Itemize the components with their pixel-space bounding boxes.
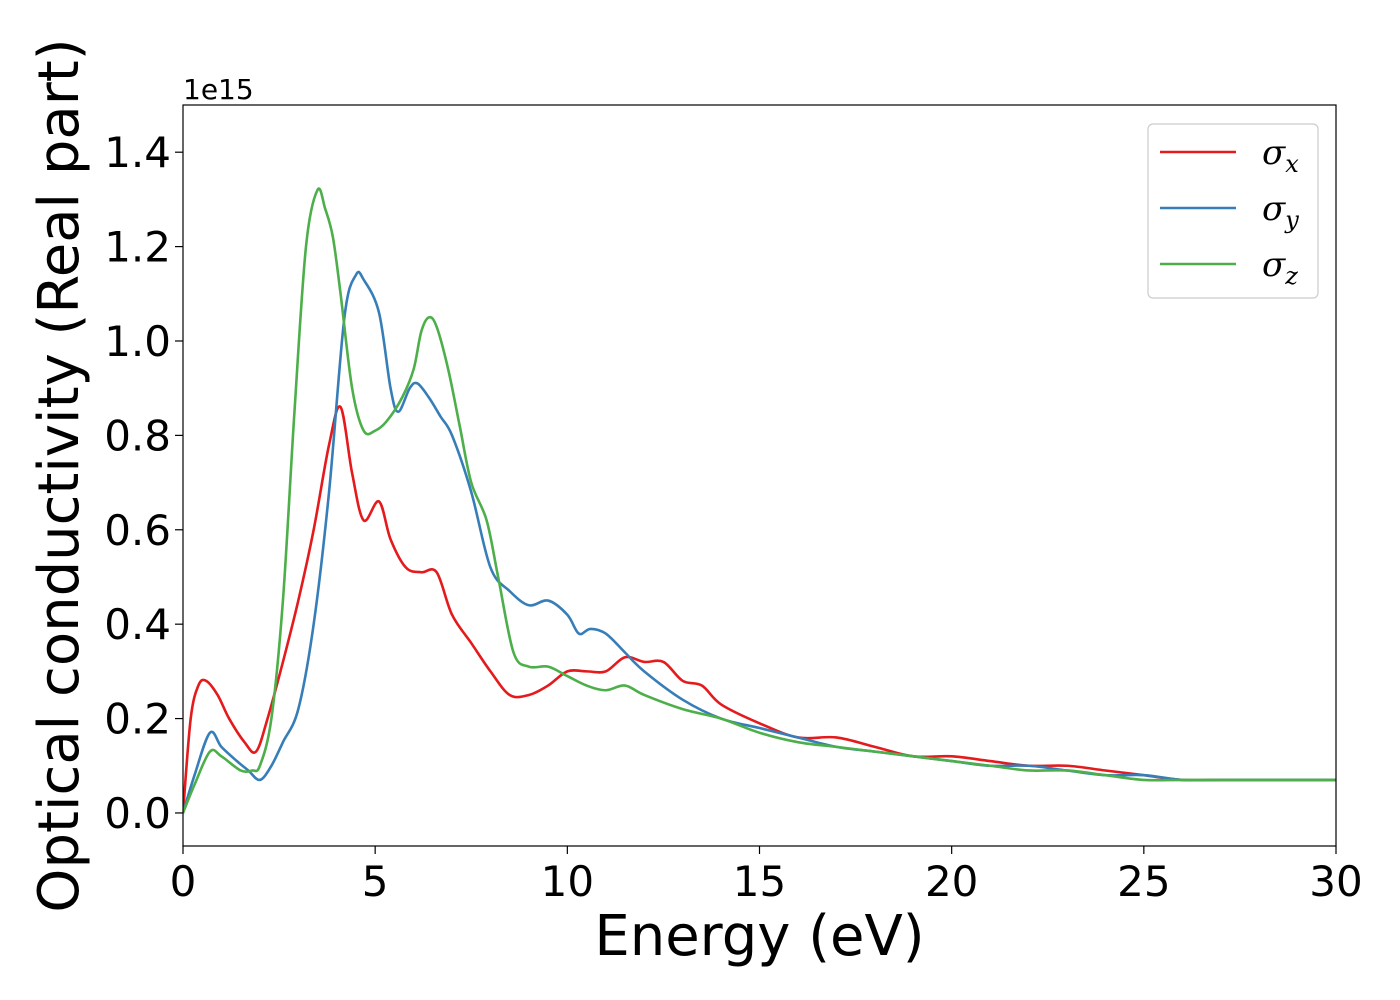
y-tick-label: 0.4 xyxy=(104,600,171,649)
y-tick-label: 0.8 xyxy=(104,411,171,460)
y-tick-label: 1.2 xyxy=(104,223,171,272)
legend-box xyxy=(1147,123,1319,299)
x-axis-ticks: 0 5 10 15 20 25 30 xyxy=(170,846,1363,906)
x-tick-label: 30 xyxy=(1309,857,1362,906)
y-axis-title: Optical conductivity (Real part) xyxy=(27,38,92,912)
series-line-x xyxy=(183,405,1336,814)
legend: σx σy σz xyxy=(1147,123,1319,299)
legend-label-z: σz xyxy=(1262,245,1298,290)
x-tick-label: 25 xyxy=(1117,857,1170,906)
series-layer xyxy=(183,187,1336,814)
y-axis-offset-text: 1e15 xyxy=(183,73,254,106)
y-axis-ticks: 0.0 0.2 0.4 0.6 0.8 1.0 1.2 1.4 xyxy=(104,128,183,838)
y-tick-label: 1.0 xyxy=(104,317,171,366)
series-line-z xyxy=(183,187,1336,814)
x-axis-title: Energy (eV) xyxy=(594,904,924,969)
x-tick-label: 10 xyxy=(541,857,594,906)
x-tick-label: 15 xyxy=(733,857,786,906)
y-tick-label: 1.4 xyxy=(104,128,171,177)
y-tick-label: 0.2 xyxy=(104,695,171,744)
y-tick-label: 0.0 xyxy=(104,789,171,838)
x-tick-label: 20 xyxy=(925,857,978,906)
legend-label-y: σy xyxy=(1262,189,1299,234)
y-tick-label: 0.6 xyxy=(104,506,171,555)
x-tick-label: 0 xyxy=(170,857,197,906)
x-tick-label: 5 xyxy=(362,857,389,906)
legend-label-x: σx xyxy=(1262,133,1299,178)
